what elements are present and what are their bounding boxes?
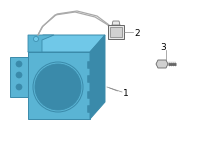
- Ellipse shape: [16, 84, 22, 90]
- Ellipse shape: [34, 36, 39, 41]
- Polygon shape: [156, 60, 168, 68]
- FancyBboxPatch shape: [88, 91, 96, 98]
- Ellipse shape: [35, 64, 81, 110]
- Ellipse shape: [16, 72, 22, 78]
- Polygon shape: [10, 57, 28, 97]
- Polygon shape: [112, 21, 120, 25]
- FancyBboxPatch shape: [88, 106, 96, 112]
- Text: 1: 1: [123, 88, 129, 97]
- Polygon shape: [108, 25, 124, 39]
- Polygon shape: [110, 27, 122, 37]
- Text: 2: 2: [134, 29, 140, 37]
- Polygon shape: [28, 35, 105, 52]
- FancyBboxPatch shape: [88, 61, 96, 69]
- Polygon shape: [28, 52, 90, 119]
- FancyBboxPatch shape: [88, 76, 96, 82]
- Ellipse shape: [16, 61, 22, 67]
- Polygon shape: [90, 35, 105, 119]
- Polygon shape: [28, 35, 54, 52]
- Text: 3: 3: [160, 42, 166, 51]
